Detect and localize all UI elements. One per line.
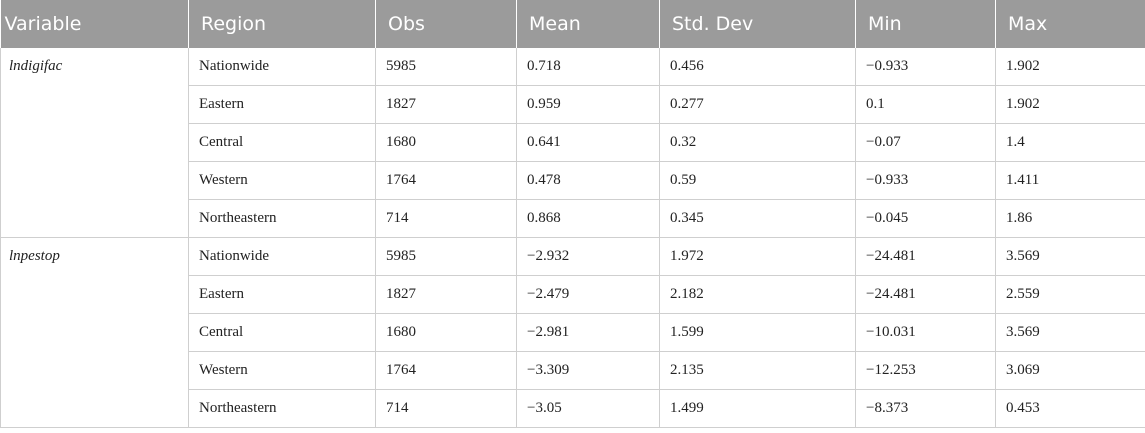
mean-cell: 0.641 [516,123,660,162]
mean-cell: −3.309 [516,351,660,390]
header-row: Variable Region Obs Mean Std. Dev Min Ma… [0,0,1145,48]
mean-cell: −2.932 [516,237,660,276]
region-cell: Northeastern [188,389,376,428]
variable-cell: lnpestop [0,237,189,428]
min-cell: −0.045 [855,199,996,238]
obs-cell: 1827 [375,275,517,314]
min-cell: −0.933 [855,161,996,200]
mean-cell: −2.479 [516,275,660,314]
std-dev-cell: 0.277 [659,85,856,124]
mean-cell: −3.05 [516,389,660,428]
min-cell: −0.933 [855,48,996,86]
obs-cell: 1680 [375,123,517,162]
min-cell: 0.1 [855,85,996,124]
region-cell: Northeastern [188,199,376,238]
max-cell: 3.069 [995,351,1145,390]
min-cell: −12.253 [855,351,996,390]
header-mean: Mean [516,0,660,48]
max-cell: 1.4 [995,123,1145,162]
region-cell: Eastern [188,275,376,314]
max-cell: 2.559 [995,275,1145,314]
region-cell: Eastern [188,85,376,124]
std-dev-cell: 1.499 [659,389,856,428]
std-dev-cell: 0.456 [659,48,856,86]
min-cell: −24.481 [855,275,996,314]
region-cell: Nationwide [188,48,376,86]
std-dev-cell: 2.182 [659,275,856,314]
table-row: Eastern 1827 0.959 0.277 0.1 1.902 [1,85,1145,124]
obs-cell: 1764 [375,161,517,200]
std-dev-cell: 2.135 [659,351,856,390]
header-max: Max [995,0,1145,48]
mean-cell: 0.868 [516,199,660,238]
region-cell: Central [188,313,376,352]
table-row: Eastern 1827 −2.479 2.182 −24.481 2.559 [1,275,1145,314]
min-cell: −8.373 [855,389,996,428]
table-header: Variable Region Obs Mean Std. Dev Min Ma… [0,0,1145,48]
obs-cell: 1680 [375,313,517,352]
table-row: lndigifac Nationwide 5985 0.718 0.456 −0… [0,48,1145,238]
max-cell: 3.569 [995,313,1145,352]
header-obs: Obs [375,0,517,48]
max-cell: 3.569 [995,237,1145,276]
mean-cell: 0.478 [516,161,660,200]
max-cell: 1.902 [995,85,1145,124]
table-row: Central 1680 −2.981 1.599 −10.031 3.569 [1,313,1145,352]
max-cell: 1.411 [995,161,1145,200]
region-cell: Nationwide [188,237,376,276]
variable-cell: lndigifac [0,48,189,238]
max-cell: 0.453 [995,389,1145,428]
table-body: lndigifac Nationwide 5985 0.718 0.456 −0… [0,48,1145,428]
std-dev-cell: 0.59 [659,161,856,200]
region-cell: Central [188,123,376,162]
obs-cell: 714 [375,199,517,238]
header-std-dev: Std. Dev [659,0,856,48]
min-cell: −24.481 [855,237,996,276]
mean-cell: −2.981 [516,313,660,352]
std-dev-cell: 0.32 [659,123,856,162]
min-cell: −0.07 [855,123,996,162]
table-row: lnpestop Nationwide 5985 −2.932 1.972 −2… [0,237,1145,428]
obs-cell: 1764 [375,351,517,390]
mean-cell: 0.959 [516,85,660,124]
max-cell: 1.86 [995,199,1145,238]
min-cell: −10.031 [855,313,996,352]
region-cell: Western [188,161,376,200]
std-dev-cell: 0.345 [659,199,856,238]
table-row: Northeastern 714 0.868 0.345 −0.045 1.86 [1,199,1145,238]
obs-cell: 714 [375,389,517,428]
table-row: Western 1764 0.478 0.59 −0.933 1.411 [1,161,1145,200]
max-cell: 1.902 [995,48,1145,86]
table-row: Central 1680 0.641 0.32 −0.07 1.4 [1,123,1145,162]
obs-cell: 5985 [375,48,517,86]
header-variable: Variable [0,0,189,48]
obs-cell: 5985 [375,237,517,276]
region-cell: Western [188,351,376,390]
table-row: Western 1764 −3.309 2.135 −12.253 3.069 [1,351,1145,390]
mean-cell: 0.718 [516,48,660,86]
std-dev-cell: 1.599 [659,313,856,352]
std-dev-cell: 1.972 [659,237,856,276]
obs-cell: 1827 [375,85,517,124]
header-region: Region [188,0,376,48]
header-min: Min [855,0,996,48]
